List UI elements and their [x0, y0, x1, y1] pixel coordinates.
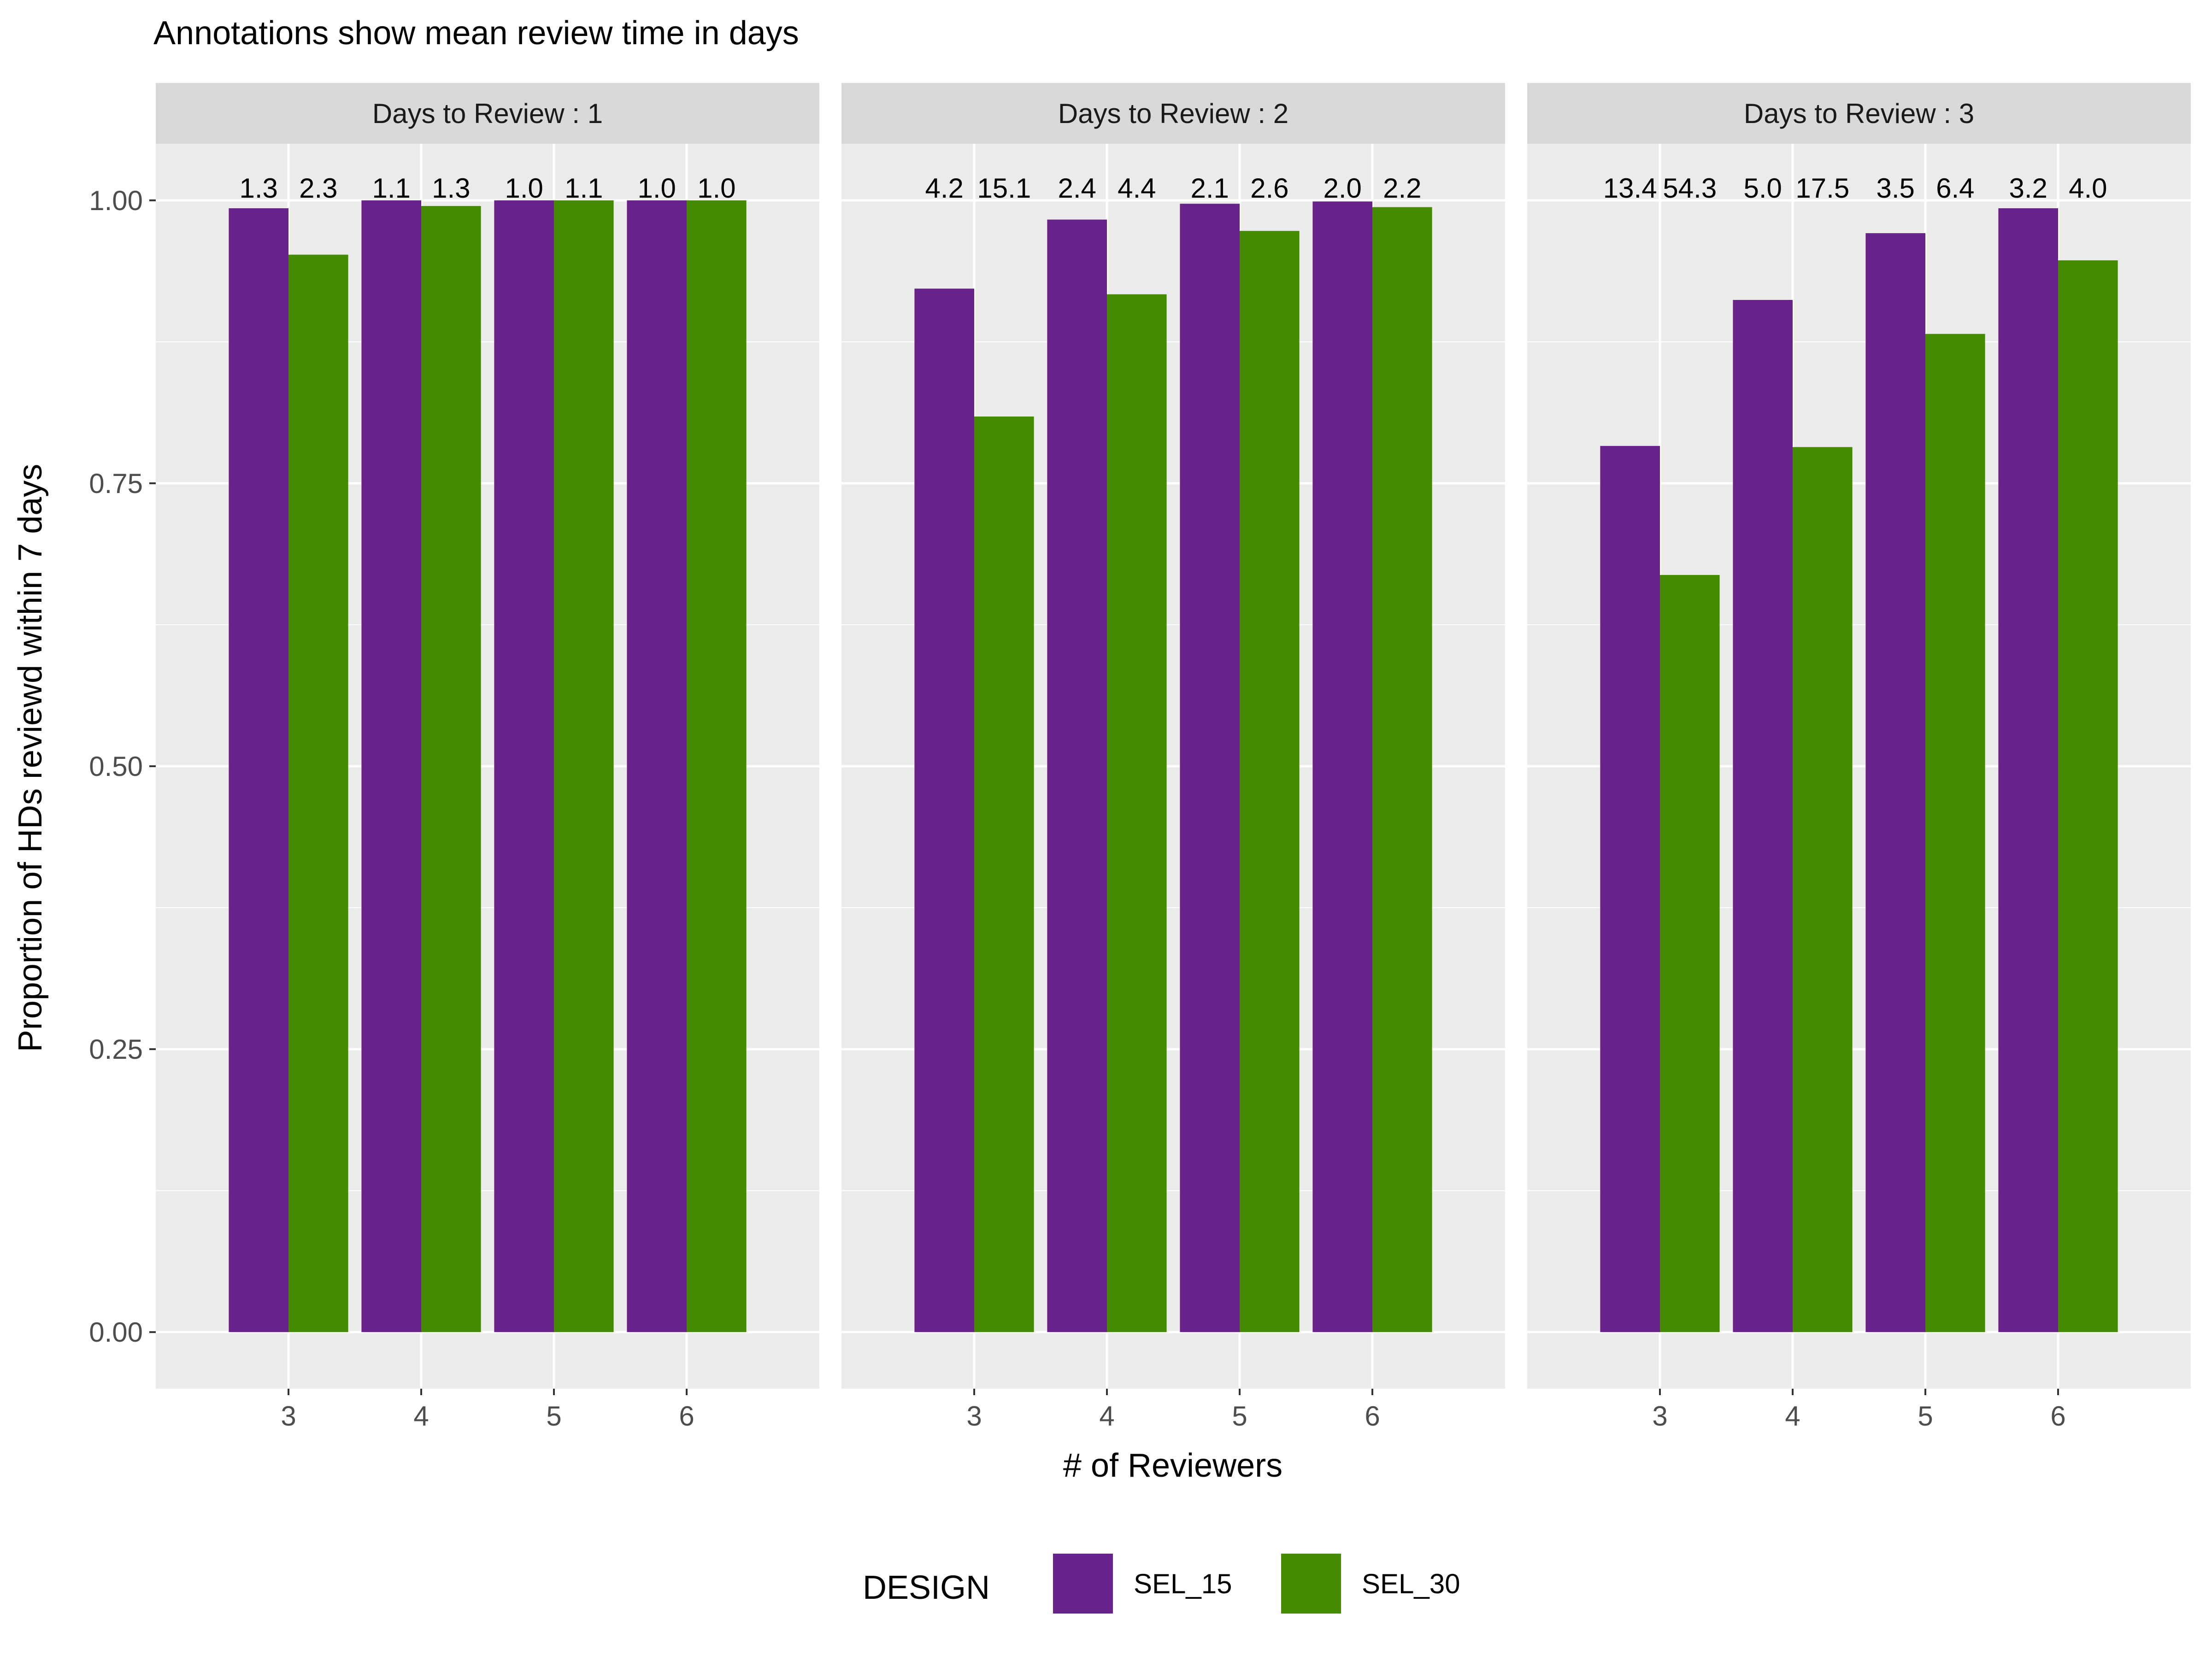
- legend-entry: SEL_15: [1053, 1554, 1232, 1614]
- bar: [687, 200, 747, 1332]
- x-tick-label: 3: [281, 1401, 296, 1432]
- bar-annotation: 4.0: [2069, 173, 2107, 204]
- x-tick-label: 5: [546, 1401, 561, 1432]
- facet-strip: [1527, 83, 2191, 144]
- bar: [1998, 208, 2058, 1332]
- x-tick-label: 4: [1785, 1401, 1800, 1432]
- bar: [974, 416, 1034, 1332]
- y-tick-label: 0.50: [89, 751, 143, 782]
- bar-annotation: 5.0: [1743, 173, 1782, 204]
- bar-annotation: 1.3: [432, 173, 470, 204]
- legend-label: SEL_30: [1362, 1568, 1460, 1599]
- bar-annotation: 54.3: [1663, 173, 1717, 204]
- x-tick-label: 4: [413, 1401, 429, 1432]
- facet-strip-label: Days to Review : 3: [1744, 98, 1974, 129]
- bar: [1240, 231, 1300, 1332]
- chart-title: Annotations show mean review time in day…: [153, 15, 799, 52]
- bar-annotation: 4.2: [925, 173, 963, 204]
- bar: [554, 200, 614, 1332]
- bar-annotation: 2.0: [1323, 173, 1361, 204]
- x-tick-label: 6: [1365, 1401, 1380, 1432]
- y-tick-label: 0.25: [89, 1034, 143, 1065]
- bar: [914, 288, 974, 1332]
- bar-annotation: 1.0: [697, 173, 735, 204]
- y-axis-title: Proportion of HDs reviewd within 7 days: [12, 464, 49, 1052]
- legend-key: [1053, 1554, 1113, 1614]
- bar: [1733, 299, 1793, 1332]
- facet-strip: [156, 83, 819, 144]
- x-tick-label: 6: [679, 1401, 694, 1432]
- bar-annotation: 3.5: [1876, 173, 1914, 204]
- facet-panel: Days to Review : 2 4.2 2.4 2.1 2.0 15.1 4.4 2.6…: [841, 83, 1505, 1432]
- bar-annotation: 6.4: [1936, 173, 1974, 204]
- legend-key: [1281, 1554, 1341, 1614]
- bar-annotation: 1.0: [637, 173, 676, 204]
- bar: [421, 206, 481, 1332]
- bar: [494, 200, 554, 1332]
- legend-label: SEL_15: [1134, 1568, 1232, 1599]
- bar: [1047, 219, 1107, 1332]
- bar-annotation: 1.3: [239, 173, 277, 204]
- x-axis-title: # of Reviewers: [1063, 1447, 1282, 1484]
- bar-annotation: 1.0: [505, 173, 543, 204]
- bar-annotation: 2.4: [1058, 173, 1096, 204]
- facet-strip-label: Days to Review : 2: [1058, 98, 1288, 129]
- bar: [1660, 575, 1720, 1332]
- legend: DESIGN SEL_15 SEL_30: [863, 1554, 1460, 1614]
- legend-title: DESIGN: [863, 1569, 990, 1606]
- y-tick-label: 0.00: [89, 1317, 143, 1348]
- bar: [1600, 446, 1660, 1332]
- bar: [627, 200, 687, 1332]
- x-tick-label: 5: [1232, 1401, 1247, 1432]
- facet-panel: Days to Review : 1 1.3 1.1 1.0 1.0 2.3 1.3 1.1 1…: [156, 83, 819, 1432]
- bar: [1865, 233, 1925, 1332]
- x-tick-label: 6: [2050, 1401, 2065, 1432]
- x-tick-label: 4: [1099, 1401, 1114, 1432]
- x-tick-label: 5: [1918, 1401, 1933, 1432]
- facet-panels: Days to Review : 1 1.3 1.1 1.0 1.0 2.3 1.3 1.1 1…: [89, 83, 2191, 1432]
- bar-annotation: 2.1: [1190, 173, 1229, 204]
- facet-strip: [841, 83, 1505, 144]
- bar: [1793, 447, 1853, 1332]
- bar: [1312, 201, 1372, 1332]
- bar: [361, 200, 421, 1332]
- bar: [1107, 294, 1167, 1332]
- facet-strip-label: Days to Review : 1: [372, 98, 603, 129]
- bar-annotation: 4.4: [1118, 173, 1156, 204]
- x-tick-label: 3: [1652, 1401, 1667, 1432]
- legend-entries: SEL_15 SEL_30: [1053, 1554, 1460, 1614]
- bar: [288, 254, 348, 1332]
- bar-annotation: 15.1: [977, 173, 1031, 204]
- bar: [1372, 207, 1432, 1332]
- bar: [2058, 260, 2118, 1332]
- bar: [1925, 334, 1985, 1332]
- bar-annotation: 13.4: [1603, 173, 1657, 204]
- y-tick-label: 0.75: [89, 468, 143, 499]
- bar-annotation: 2.2: [1383, 173, 1421, 204]
- y-tick-label: 1.00: [89, 185, 143, 216]
- bar-annotation: 2.6: [1250, 173, 1288, 204]
- bar-annotation: 17.5: [1795, 173, 1849, 204]
- legend-entry: SEL_30: [1281, 1554, 1460, 1614]
- bar: [229, 208, 288, 1332]
- bar: [1180, 204, 1240, 1332]
- bar-annotation: 3.2: [2009, 173, 2047, 204]
- facet-panel: Days to Review : 3 13.4 5.0 3.5 3.2 54.3 17.5 6…: [1527, 83, 2191, 1432]
- x-tick-label: 3: [966, 1401, 982, 1432]
- bar-annotation: 2.3: [299, 173, 337, 204]
- bar-annotation: 1.1: [372, 173, 410, 204]
- bar-annotation: 1.1: [565, 173, 603, 204]
